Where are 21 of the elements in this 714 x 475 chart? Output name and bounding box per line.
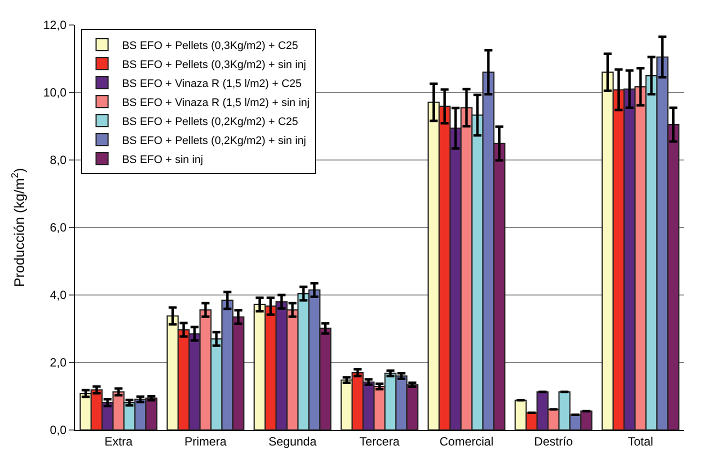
y-tick-label: 0,0 [50,423,67,438]
legend-label: BS EFO + Pellets (0,2Kg/m2) + sin inj [122,134,306,147]
x-tick-label: Primera [184,434,227,448]
legend-label: BS EFO + Pellets (0,3Kg/m2) + sin inj [122,58,306,71]
x-tick-label: Total [628,434,654,448]
legend-label: BS EFO + Pellets (0,3Kg/m2) + C25 [122,40,298,52]
legend-label: BS EFO + Vinaza R (1,5 l/m2) + C25 [122,78,302,90]
y-tick-label: 4,0 [50,288,67,302]
x-tick-label: Tercera [359,434,400,448]
y-tick-label: 8,0 [50,153,67,168]
x-tick-label: Destrío [534,434,574,448]
y-tick-label: 10,0 [43,86,67,100]
y-tick-label: 12,0 [43,18,67,32]
x-tick-label: Comercial [439,434,494,448]
legend-label: BS EFO + sin inj [122,154,204,166]
legend-label: BS EFO + Pellets (0,2Kg/m2) + C25 [122,116,298,128]
x-tick-label: Segunda [268,434,317,448]
x-tick-label: Extra [104,434,133,448]
legend-label: BS EFO + Vinaza R (1,5 l/m2) + sin inj [122,96,310,109]
y-tick-label: 6,0 [50,220,67,235]
y-tick-label: 2,0 [50,356,67,370]
